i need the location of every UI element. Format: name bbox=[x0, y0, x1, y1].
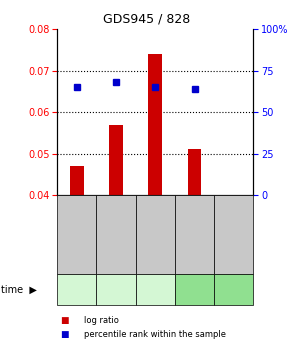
Text: ■: ■ bbox=[60, 316, 69, 325]
Text: 14 d: 14 d bbox=[223, 285, 245, 295]
Text: ■: ■ bbox=[60, 330, 69, 339]
Text: GDS945 / 828: GDS945 / 828 bbox=[103, 12, 190, 25]
Text: 6 d: 6 d bbox=[187, 285, 202, 295]
Bar bbox=[188, 149, 201, 195]
Text: GSM13769: GSM13769 bbox=[151, 214, 160, 255]
Text: percentile rank within the sample: percentile rank within the sample bbox=[84, 330, 226, 339]
Text: 0 d: 0 d bbox=[69, 285, 84, 295]
Bar bbox=[109, 125, 123, 195]
Bar bbox=[70, 166, 84, 195]
Text: GSM13773: GSM13773 bbox=[229, 214, 238, 255]
Text: time  ▶: time ▶ bbox=[1, 285, 37, 295]
Bar bbox=[149, 54, 162, 195]
Text: GSM13771: GSM13771 bbox=[190, 214, 199, 255]
Text: log ratio: log ratio bbox=[84, 316, 118, 325]
Text: GSM13765: GSM13765 bbox=[72, 214, 81, 255]
Text: GSM13767: GSM13767 bbox=[112, 214, 120, 255]
Text: 1 d: 1 d bbox=[108, 285, 124, 295]
Text: 4 d: 4 d bbox=[148, 285, 163, 295]
